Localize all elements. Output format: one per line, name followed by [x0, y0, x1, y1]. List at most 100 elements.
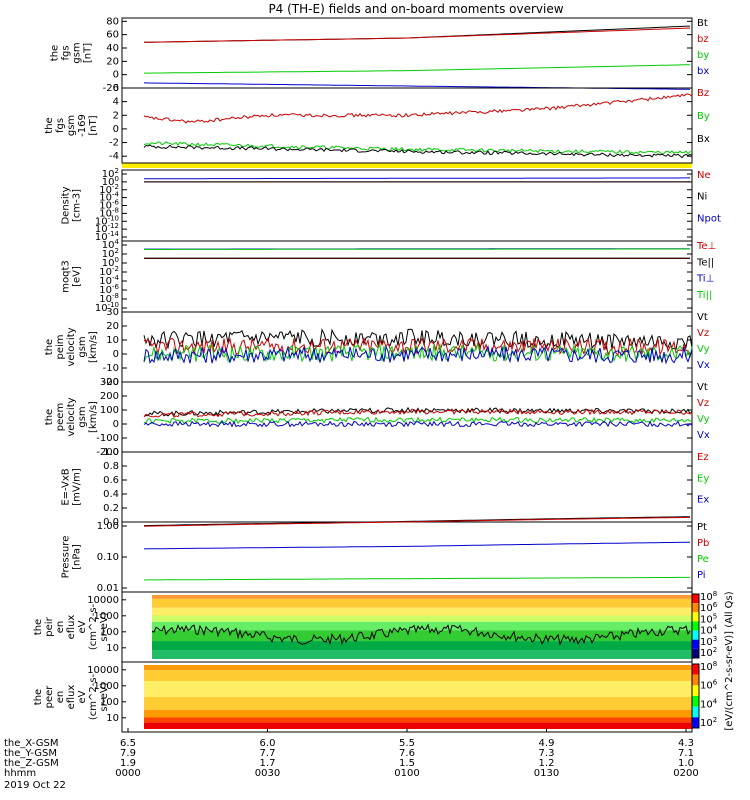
y-tick-label: 100	[100, 405, 119, 416]
colorbar-segment	[692, 621, 699, 631]
bottom-row-value: 0130	[534, 768, 559, 779]
y-tick-label: 60	[106, 30, 119, 41]
panels-group: 806040200-20Btbzbybxthefgsgsm[nT]6420-2-…	[33, 16, 735, 733]
y-tick-label: 10000	[87, 595, 119, 606]
y-tick-label: 300	[100, 377, 119, 388]
bottom-row-value: 0200	[673, 768, 698, 779]
bottom-row-value: 1.9	[120, 758, 136, 769]
bottom-row-value: 0030	[255, 768, 280, 779]
series-line	[143, 406, 693, 417]
heatmap-band-5	[144, 709, 692, 718]
bottom-row-value: 7.9	[120, 748, 136, 759]
series-line	[144, 248, 690, 250]
bottom-row-value: 6.5	[120, 738, 136, 749]
y-tick-label: 0.2	[103, 503, 119, 514]
panel-3: 10210010-210-410-610-810-1010-1210-14NeN…	[61, 167, 721, 243]
panel-6: 300 200 100 0 -100 -200 Vt Vz Vy Vx thepeemvelocit…	[44, 377, 710, 458]
y-tick-label: 10	[106, 643, 119, 654]
bottom-row-label: hhmm	[4, 768, 36, 779]
heatmap-band-7	[152, 641, 692, 651]
y-tick-label: 20	[106, 56, 119, 67]
series-line	[143, 328, 693, 351]
legend-label: by	[697, 50, 709, 61]
panel-frame	[121, 381, 693, 453]
bottom-row-value: 4.9	[539, 738, 555, 749]
y-tick-label: 10	[106, 335, 119, 346]
legend-label: Vt	[697, 312, 708, 323]
series-line	[143, 344, 693, 365]
y-tick-label: 2	[113, 110, 119, 121]
y-tick-label: 0	[113, 419, 119, 430]
bottom-row-label: the_X-GSM	[4, 738, 58, 749]
y-tick-label: 10	[106, 713, 119, 724]
y-tick-label: 1.00	[97, 521, 119, 532]
series-line	[143, 420, 693, 428]
bottom-row-value: 6.0	[260, 738, 276, 749]
y-tick-label: 0.8	[103, 461, 119, 472]
bottom-row-label: the_Y-GSM	[4, 748, 57, 759]
legend-label: bz	[697, 34, 709, 45]
bottom-row-label: the_Z-GSM	[4, 758, 59, 769]
bottom-row-value: 7.6	[399, 748, 415, 759]
y-axis-label: E=-VxB[mV/m]	[61, 468, 83, 506]
y-axis-label: thepeerenefluxeV(cm^2-s-sr-eV)	[33, 673, 110, 720]
series-line	[143, 416, 693, 425]
y-tick-label: -100	[96, 433, 119, 444]
legend-label: Te||	[696, 257, 714, 268]
colorbar-tick-label: 108	[700, 660, 717, 673]
panel-frame	[121, 87, 693, 164]
series-line	[144, 177, 690, 180]
y-tick-label: 80	[106, 16, 119, 27]
bottom-row-value: 1.7	[260, 758, 276, 769]
y-tick-label: -10	[103, 363, 119, 374]
legend-label: Vx	[697, 360, 710, 371]
panel-frame	[121, 169, 693, 242]
heatmap-band-2	[152, 598, 692, 608]
y-axis-label: thepeirenefluxeV(cm^2-s-sr-eV)	[33, 603, 110, 650]
legend-label: Pb	[697, 538, 709, 549]
colorbar-segment	[692, 630, 699, 640]
bottom-row-value: 1.0	[678, 758, 694, 769]
legend-label: Vz	[697, 328, 709, 339]
series-line	[143, 576, 690, 581]
bottom-row-value: 5.5	[399, 738, 415, 749]
bottom-row-value: 7.1	[678, 748, 694, 759]
panel-frame	[121, 521, 693, 593]
bottom-row-value: 7.7	[260, 748, 276, 759]
heatmap-gap	[122, 665, 144, 729]
legend-label: Bx	[697, 134, 710, 145]
legend-label: Ez	[697, 452, 709, 463]
series-line	[143, 141, 693, 155]
colorbar-segment	[692, 648, 699, 658]
legend-label: Ex	[697, 495, 709, 506]
panel-1: 80 60 40 20 0 -20 Bt bz by bx thefgsgsm[nT]	[50, 16, 710, 94]
colorbar-tick-label: 106	[700, 679, 718, 692]
y-tick-label: 30	[106, 307, 119, 318]
y-tick-label: 6	[113, 83, 119, 94]
y-tick-label: 100	[100, 697, 119, 708]
y-tick-label: 10000	[87, 665, 119, 676]
panel-10: 10000 1000 100 10 108 106 104 102 thepeereneflux…	[33, 660, 718, 733]
panel-frame	[121, 17, 693, 89]
colorbar-frame	[691, 663, 700, 729]
colorbar-segment	[692, 706, 699, 718]
y-tick-label: 0	[113, 349, 119, 360]
heatmap-band-2	[144, 670, 692, 681]
colorbar-tick-label: 102	[700, 716, 717, 729]
y-axis-label: thepeemvelocitygsm[km/s]	[44, 397, 99, 436]
colorbar-tick-label: 102	[700, 646, 717, 659]
series-line	[143, 408, 693, 418]
panel-9: 10000100010010108106105104103102thepeire…	[33, 590, 718, 663]
panel-2: 6 4 2 0 -2 -4 Bz By Bx thefgsgsm-169[nT]	[44, 83, 710, 164]
y-tick-label: -20	[103, 83, 119, 94]
bottom-row-value: 0100	[394, 768, 419, 779]
colorbar-segment	[692, 717, 699, 728]
heatmap-band-6	[144, 717, 692, 723]
y-tick-label: -4	[109, 151, 119, 162]
legend-label: Npot	[697, 213, 721, 224]
colorbar-label: [eV/(cm^2-s-sr-eV)] (All Qs)	[724, 591, 735, 730]
bottom-row-value: 4.3	[678, 738, 694, 749]
y-tick-label: 40	[106, 43, 119, 54]
legend-label: Ne	[697, 170, 711, 181]
